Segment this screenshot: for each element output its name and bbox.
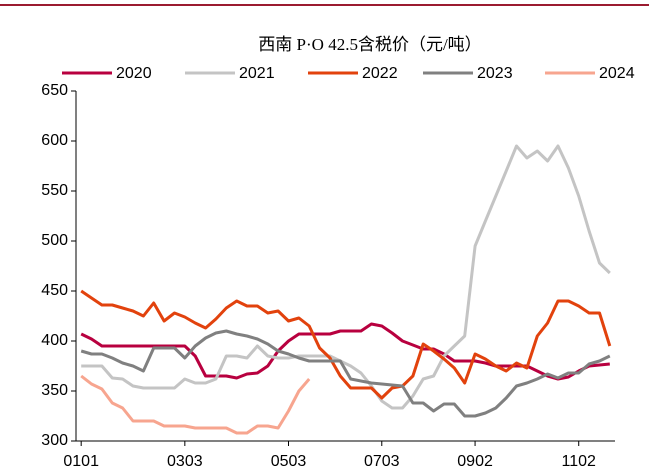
legend-label: 2021 — [239, 65, 275, 82]
x-tick-label: 0902 — [457, 453, 493, 470]
legend-label: 2023 — [477, 65, 513, 82]
y-tick-label: 500 — [41, 232, 68, 249]
chart-title: 西南 P·O 42.5含税价（元/吨） — [258, 35, 481, 54]
y-tick-label: 350 — [41, 382, 68, 399]
series-line — [80, 289, 612, 400]
x-tick-label: 1102 — [562, 453, 597, 470]
series-line — [81, 144, 611, 410]
legend-label: 2020 — [116, 65, 152, 82]
legend-label: 2022 — [362, 65, 398, 82]
y-tick-label: 300 — [41, 432, 68, 449]
series-line — [80, 329, 611, 418]
x-tick-label: 0303 — [167, 453, 203, 470]
y-tick-label: 450 — [41, 282, 68, 299]
legend-label: 2024 — [599, 65, 635, 82]
y-tick-label: 650 — [41, 82, 68, 99]
x-tick-label: 0703 — [364, 453, 400, 470]
x-tick-label: 0101 — [63, 453, 99, 470]
y-tick-label: 550 — [41, 182, 68, 199]
series-line — [80, 374, 311, 435]
y-tick-label: 400 — [41, 332, 68, 349]
x-tick-label: 0503 — [271, 453, 307, 470]
y-tick-label: 600 — [41, 132, 68, 149]
